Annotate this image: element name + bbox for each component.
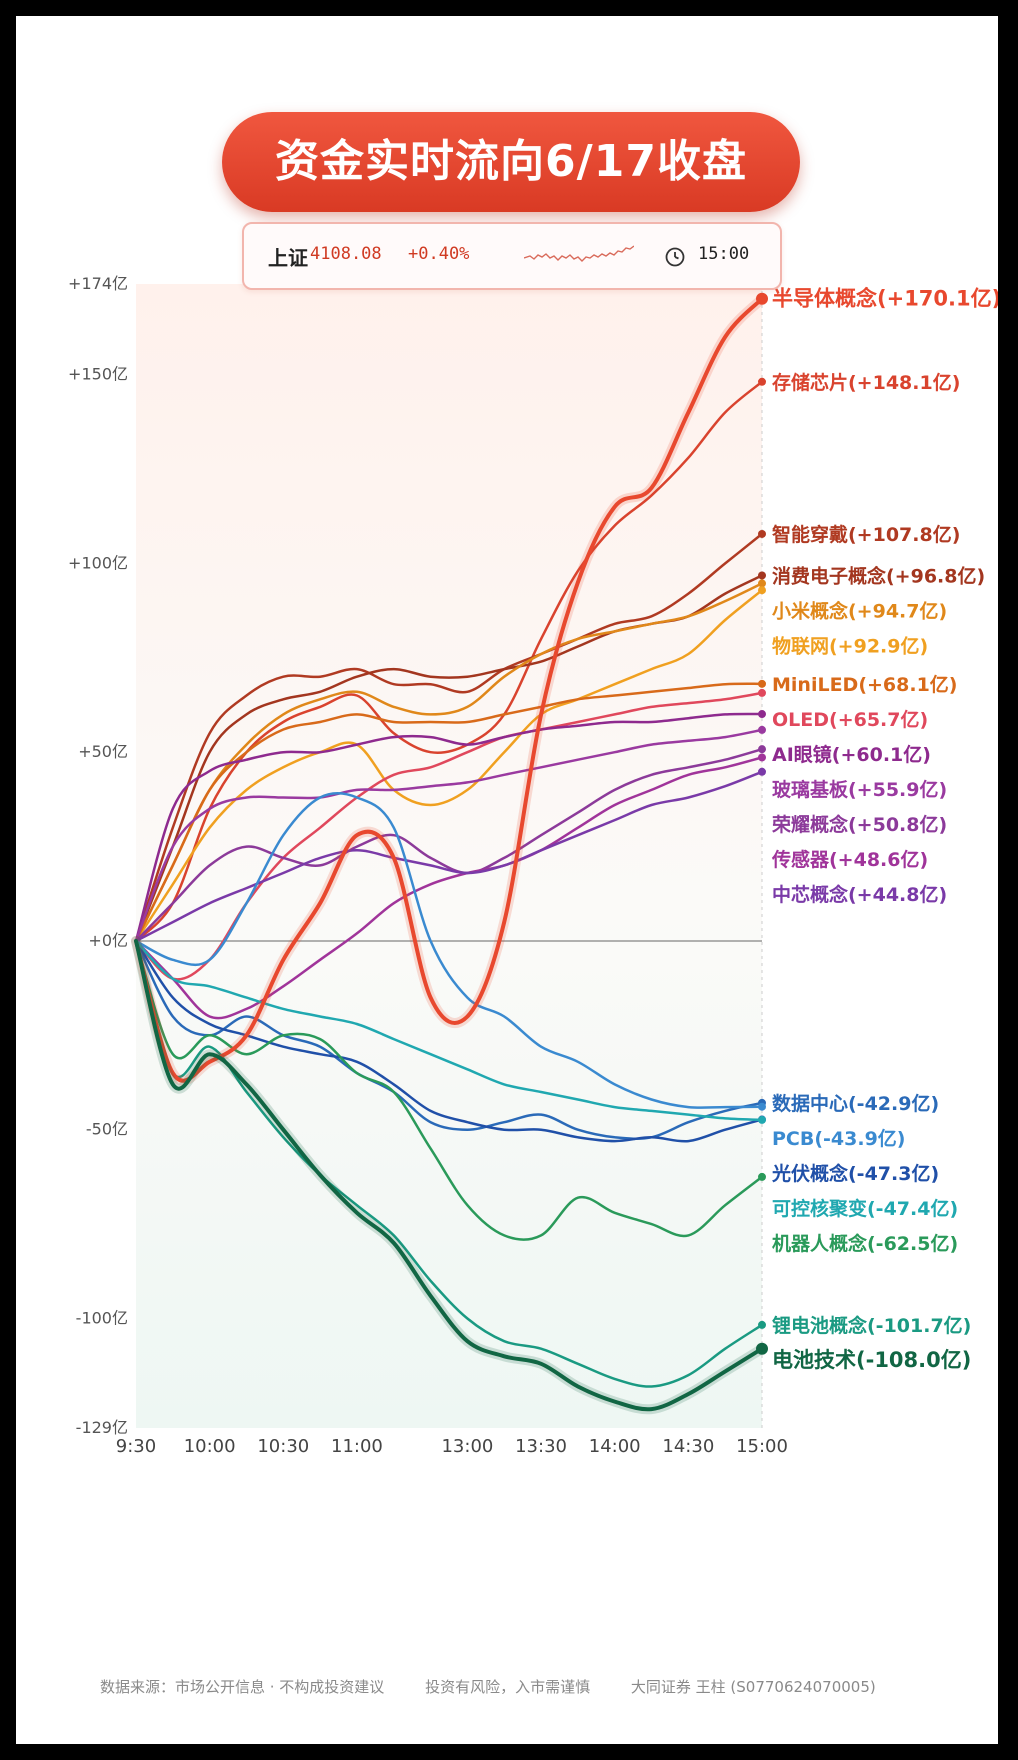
series-end-label: 存储芯片(+148.1亿)	[772, 371, 960, 394]
series-end-dot	[758, 1115, 766, 1124]
chart-card: +174亿 +150亿 +100亿 +50亿 +0亿 -50亿 -100亿 -129亿 9:30…	[16, 16, 998, 1744]
series-end-label: 玻璃基板(+55.9亿)	[772, 778, 947, 801]
index-name: 上证	[268, 246, 308, 270]
series-end-dot	[756, 292, 768, 305]
series-end-dot	[758, 767, 766, 776]
series-end-label: 光伏概念(-47.3亿)	[771, 1162, 939, 1185]
flow-chart: +174亿 +150亿 +100亿 +50亿 +0亿 -50亿 -100亿 -129亿9:30…	[68, 274, 998, 1457]
series-end-dot	[758, 753, 766, 762]
y-tick-label: +50亿	[78, 742, 128, 761]
series-end-label: 中芯概念(+44.8亿)	[772, 883, 947, 906]
series-line	[134, 756, 764, 1020]
index-time: 15:00	[698, 244, 750, 264]
series-end-label: 智能穿戴(+107.8亿)	[772, 523, 960, 546]
series-line	[134, 712, 764, 943]
series-line	[134, 728, 764, 943]
series-line	[134, 939, 764, 1122]
series-end-label: OLED(+65.7亿)	[772, 708, 928, 731]
series-end-label: MiniLED(+68.1亿)	[772, 673, 957, 696]
index-summary: 上证 4108.08 +0.40% 15:00	[242, 222, 782, 290]
y-tick-label: -129亿	[76, 1418, 128, 1437]
series-line	[134, 939, 764, 1412]
series-end-label: 小米概念(+94.7亿)	[772, 599, 947, 622]
series-end-dot	[758, 745, 766, 754]
y-tick-label: +100亿	[68, 553, 128, 572]
series-end-label: 荣耀概念(+50.8亿)	[771, 813, 947, 836]
page-title: 资金实时流向6/17收盘	[222, 112, 800, 212]
series-end-label: AI眼镜(+60.1亿)	[772, 743, 931, 766]
y-tick-label: -50亿	[86, 1120, 128, 1139]
index-change: +0.40%	[408, 244, 470, 264]
series-end-label: 锂电池概念(-101.7亿)	[772, 1314, 971, 1337]
series-line	[134, 380, 764, 943]
series-end-label: 传感器(+48.6亿)	[771, 848, 928, 871]
x-tick-label: 13:30	[515, 1436, 567, 1457]
clock-icon	[665, 247, 685, 267]
footer: 数据来源：市场公开信息 · 不构成投资建议 投资有风险，入市需谨慎 大同证券 王…	[100, 1676, 912, 1697]
x-tick-label: 14:00	[589, 1436, 641, 1457]
series-end-dot	[758, 571, 766, 580]
sparkline-icon	[524, 245, 634, 262]
series-end-dot	[758, 1320, 766, 1329]
x-tick-label: 9:30	[116, 1436, 156, 1457]
y-tick-label: -100亿	[76, 1309, 128, 1328]
index-value: 4108.08	[310, 244, 382, 264]
series-end-dot	[758, 377, 766, 386]
footer-risk: 投资有风险，入市需谨慎	[425, 1678, 591, 1696]
y-tick-label: +0亿	[88, 931, 128, 950]
footer-broker: 大同证券 王柱 (S0770624070005)	[630, 1678, 876, 1696]
series-line	[134, 791, 764, 1109]
series-line	[134, 747, 764, 943]
x-tick-label: 10:00	[184, 1436, 236, 1457]
series-end-dot	[758, 688, 766, 697]
series-line	[134, 296, 764, 1083]
x-tick-label: 11:00	[331, 1436, 383, 1457]
series-line	[134, 939, 764, 1241]
series-end-dot	[756, 1342, 768, 1355]
series-line	[134, 532, 764, 943]
x-tick-label: 15:00	[736, 1436, 788, 1457]
series-line	[134, 770, 764, 943]
x-tick-label: 14:30	[662, 1436, 714, 1457]
x-tick-label: 13:00	[441, 1436, 493, 1457]
series-end-label: 物联网(+92.9亿)	[772, 634, 928, 657]
series-end-dot	[758, 529, 766, 538]
y-tick-label: +150亿	[68, 365, 128, 384]
y-tick-label: +174亿	[68, 274, 128, 293]
series-line	[134, 939, 764, 1143]
series-end-dot	[758, 725, 766, 734]
series-end-dot	[758, 679, 766, 688]
series-end-label: 半导体概念(+170.1亿)	[772, 287, 998, 311]
footer-source: 数据来源：市场公开信息 · 不构成投资建议	[100, 1678, 385, 1696]
series-end-label: 可控核聚变(-47.4亿)	[772, 1197, 958, 1220]
series-end-label: 电池技术(-108.0亿)	[772, 1348, 971, 1372]
series-end-dot	[758, 1172, 766, 1181]
series-end-label: 数据中心(-42.9亿)	[772, 1092, 939, 1115]
series-end-dot	[758, 710, 766, 719]
series-end-label: 消费电子概念(+96.8亿)	[772, 564, 985, 587]
series-end-dot	[758, 586, 766, 595]
series-line	[134, 682, 764, 943]
series-end-dot	[758, 579, 766, 588]
x-tick-label: 10:30	[257, 1436, 309, 1457]
series-end-label: PCB(-43.9亿)	[772, 1127, 905, 1150]
series-end-dot	[758, 1102, 766, 1111]
series-end-label: 机器人概念(-62.5亿)	[772, 1232, 958, 1255]
